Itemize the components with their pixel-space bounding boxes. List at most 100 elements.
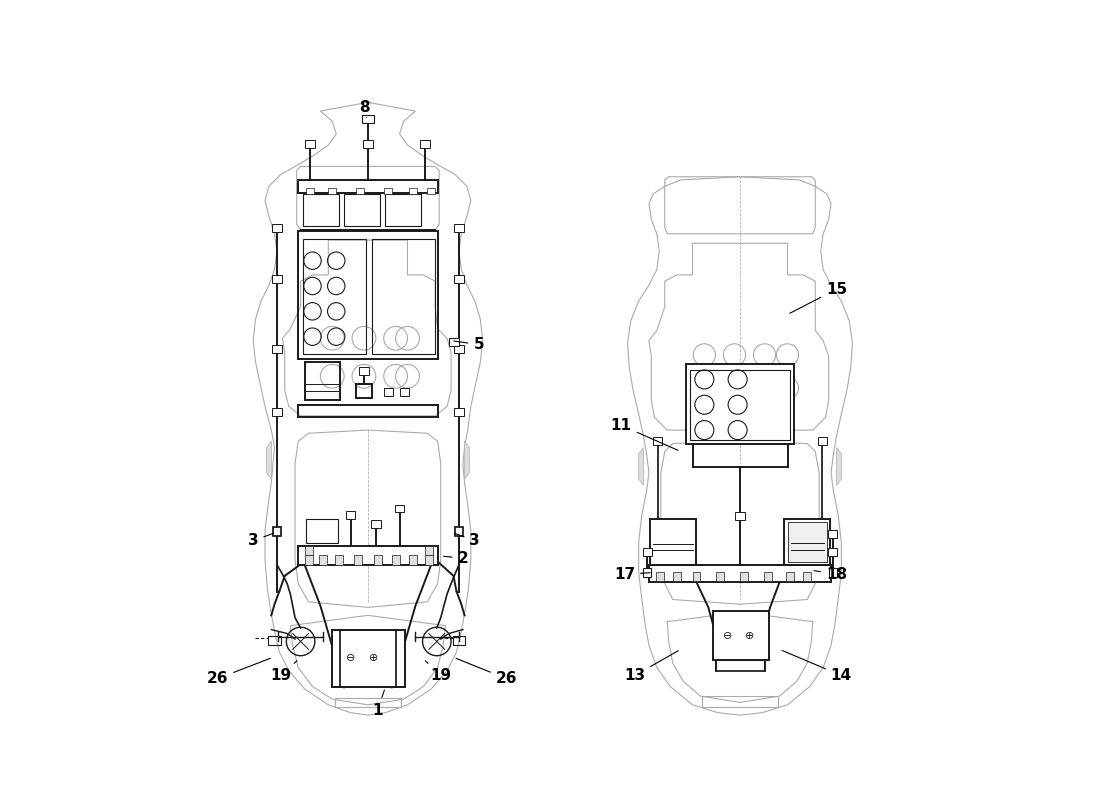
Bar bbox=[803, 572, 812, 582]
Bar bbox=[409, 188, 417, 194]
Bar bbox=[306, 518, 338, 542]
Bar bbox=[454, 224, 464, 232]
Text: $\oplus$: $\oplus$ bbox=[368, 652, 378, 662]
Bar bbox=[328, 188, 337, 194]
Bar bbox=[362, 115, 374, 123]
Bar bbox=[305, 546, 312, 555]
Text: 1: 1 bbox=[372, 690, 384, 718]
Bar bbox=[785, 572, 794, 582]
Bar bbox=[363, 140, 373, 148]
Bar bbox=[399, 388, 409, 396]
Bar bbox=[454, 275, 464, 283]
Bar bbox=[735, 513, 745, 520]
Bar bbox=[344, 194, 380, 226]
Bar bbox=[642, 548, 652, 556]
Bar bbox=[716, 660, 766, 670]
Bar bbox=[395, 505, 405, 513]
Bar bbox=[450, 338, 459, 346]
Bar bbox=[425, 555, 432, 565]
Polygon shape bbox=[266, 441, 272, 479]
Bar bbox=[763, 572, 772, 582]
Bar bbox=[298, 230, 438, 359]
Bar bbox=[360, 366, 368, 374]
Bar bbox=[690, 370, 790, 439]
Bar bbox=[374, 555, 382, 565]
Polygon shape bbox=[639, 447, 643, 486]
Bar bbox=[332, 630, 405, 687]
Bar bbox=[455, 526, 463, 536]
Bar bbox=[644, 568, 651, 578]
Text: 8: 8 bbox=[359, 99, 370, 118]
Bar bbox=[272, 275, 282, 283]
Text: 3: 3 bbox=[248, 533, 274, 549]
Text: 26: 26 bbox=[207, 658, 271, 686]
Text: 14: 14 bbox=[782, 650, 851, 683]
Bar bbox=[345, 511, 355, 518]
Bar bbox=[702, 696, 778, 707]
Text: $\ominus$: $\ominus$ bbox=[345, 652, 355, 662]
Bar bbox=[693, 572, 701, 582]
Bar bbox=[384, 388, 394, 396]
Bar bbox=[649, 565, 830, 582]
Bar bbox=[305, 555, 312, 565]
Bar bbox=[656, 572, 664, 582]
Bar bbox=[298, 546, 438, 565]
Bar bbox=[305, 362, 340, 400]
Bar bbox=[817, 438, 827, 445]
Text: 3: 3 bbox=[454, 533, 480, 549]
Bar bbox=[828, 530, 837, 538]
Bar bbox=[272, 408, 282, 416]
Bar bbox=[740, 572, 748, 582]
Bar bbox=[356, 384, 372, 398]
Bar bbox=[788, 522, 827, 562]
Bar bbox=[372, 239, 436, 354]
Bar bbox=[425, 546, 432, 555]
Bar bbox=[452, 636, 465, 646]
Bar bbox=[713, 610, 769, 660]
Text: 19: 19 bbox=[426, 661, 451, 683]
Polygon shape bbox=[837, 447, 842, 486]
Bar bbox=[371, 520, 381, 528]
Bar bbox=[828, 568, 837, 578]
Bar bbox=[298, 180, 438, 193]
Bar bbox=[828, 548, 837, 556]
Bar bbox=[409, 555, 417, 565]
Bar bbox=[650, 518, 695, 565]
Text: 17: 17 bbox=[614, 566, 650, 582]
Bar bbox=[673, 572, 681, 582]
Bar bbox=[653, 438, 662, 445]
Bar bbox=[385, 194, 421, 226]
Bar bbox=[302, 194, 339, 226]
Text: 11: 11 bbox=[610, 418, 678, 450]
Text: 5: 5 bbox=[454, 337, 484, 352]
Bar bbox=[716, 572, 724, 582]
Text: $\ominus$: $\ominus$ bbox=[723, 630, 733, 641]
Bar bbox=[319, 555, 327, 565]
Bar bbox=[686, 364, 794, 443]
Bar bbox=[354, 555, 362, 565]
Bar bbox=[272, 345, 282, 353]
Text: 13: 13 bbox=[624, 650, 679, 683]
Text: 26: 26 bbox=[456, 658, 517, 686]
Text: 2: 2 bbox=[443, 551, 469, 566]
Bar bbox=[356, 188, 364, 194]
Bar bbox=[273, 526, 280, 536]
Bar bbox=[334, 555, 342, 565]
Bar bbox=[306, 188, 315, 194]
Bar bbox=[454, 408, 464, 416]
Bar bbox=[306, 140, 315, 148]
Bar bbox=[420, 140, 430, 148]
Text: 19: 19 bbox=[271, 661, 297, 683]
Bar bbox=[302, 239, 366, 354]
Text: 18: 18 bbox=[814, 566, 847, 582]
Bar bbox=[298, 405, 438, 418]
Bar bbox=[384, 188, 392, 194]
Bar bbox=[392, 555, 399, 565]
Bar bbox=[268, 636, 280, 646]
Bar bbox=[334, 698, 402, 707]
Bar bbox=[272, 224, 282, 232]
Bar bbox=[784, 518, 830, 565]
Text: 15: 15 bbox=[790, 282, 847, 314]
Text: $\oplus$: $\oplus$ bbox=[745, 630, 755, 641]
Polygon shape bbox=[464, 441, 470, 479]
